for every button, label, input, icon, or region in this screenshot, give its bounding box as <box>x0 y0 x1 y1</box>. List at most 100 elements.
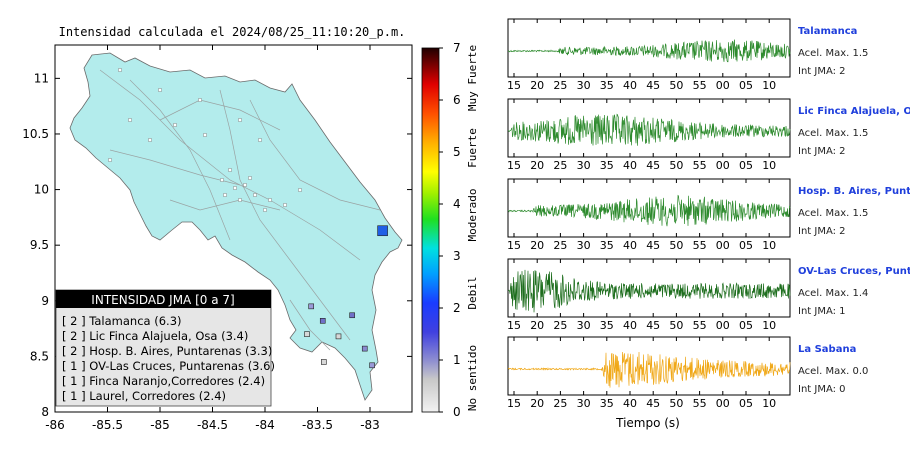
station-name: Talamanca <box>798 26 857 37</box>
legend-item: [ 1 ] Finca Naranjo,Corredores (2.4) <box>62 374 265 388</box>
seismogram-tick-label: 10 <box>762 159 776 172</box>
seismogram-tick-label: 40 <box>623 79 637 92</box>
map-xtick-label: -84.5 <box>197 418 228 432</box>
city-dot <box>158 88 162 92</box>
seismogram-tick-label: 00 <box>716 397 730 410</box>
seismogram-panels: 15 20 25 30 35 40 45 50 55 00 05 10 Talamanca Acel. M… <box>507 18 910 410</box>
station-marker <box>308 303 315 310</box>
seismogram-tick-label: 20 <box>530 319 544 332</box>
city-dot <box>263 208 267 212</box>
costa-rica-land <box>69 52 403 401</box>
seismogram-tick-label: 05 <box>739 397 753 410</box>
city-dot <box>223 193 227 197</box>
colorbar-label: Fuerte <box>466 128 479 168</box>
seismogram-tick-label: 15 <box>507 239 521 252</box>
seismogram-xlabel: Tiempo (s) <box>615 416 680 430</box>
seismogram-panel: 15 20 25 30 35 40 45 50 55 00 05 10 Talamanca Acel. M… <box>507 18 868 92</box>
seismogram-tick-label: 45 <box>646 159 660 172</box>
city-dot <box>298 188 302 192</box>
seismogram-tick-label: 00 <box>716 319 730 332</box>
seismogram-tick-label: 55 <box>693 159 707 172</box>
station-accel: Acel. Max. 1.5 <box>798 208 868 219</box>
seismogram-panel: 15 20 25 30 35 40 45 50 55 00 05 10 Lic Finca Alajue… <box>507 98 910 172</box>
seismogram-frame <box>507 18 791 78</box>
colorbar-label: Debil <box>466 276 479 309</box>
colorbar-label: Muy Fuerte <box>466 45 479 111</box>
seismogram-tick-label: 50 <box>669 159 683 172</box>
seismogram-tick-label: 40 <box>623 239 637 252</box>
seismogram-trace <box>507 351 791 388</box>
station-jma: Int JMA: 2 <box>798 146 846 157</box>
seismogram-tick-label: 10 <box>762 397 776 410</box>
station-marker <box>349 312 355 319</box>
map-ytick-label: 11 <box>34 71 49 85</box>
seismogram-tick-label: 10 <box>762 239 776 252</box>
seismogram-tick-label: 20 <box>530 239 544 252</box>
seismogram-tick-label: 55 <box>693 239 707 252</box>
intensity-legend: INTENSIDAD JMA [0 a 7] [ 2 ] Talamanca (… <box>55 289 275 407</box>
station-jma: Int JMA: 2 <box>798 66 846 77</box>
seismogram-tick-label: 50 <box>669 397 683 410</box>
city-dot <box>238 198 242 202</box>
legend-title: INTENSIDAD JMA [0 a 7] <box>91 293 234 307</box>
seismogram-trace <box>507 113 791 146</box>
map-title: Intensidad calculada el 2024/08/25_11:10… <box>59 25 406 39</box>
city-dot <box>108 158 112 162</box>
station-jma: Int JMA: 0 <box>798 384 846 395</box>
map-xtick-label: -83 <box>360 418 380 432</box>
seismogram-tick-label: 35 <box>600 159 614 172</box>
colorbar-tick-label: 7 <box>453 41 461 55</box>
city-dot <box>128 118 132 122</box>
station-marker <box>304 331 310 337</box>
city-dot <box>148 138 152 142</box>
seismogram-tick-label: 50 <box>669 319 683 332</box>
seismogram-tick-label: 15 <box>507 397 521 410</box>
seismogram-tick-label: 15 <box>507 159 521 172</box>
colorbar-tick-label: 0 <box>453 405 461 419</box>
city-dot <box>258 138 262 142</box>
colorbar-labels: No sentido Debil Moderado Fuerte Muy Fuerte <box>466 45 479 411</box>
map-xtick-label: -86 <box>45 418 65 432</box>
seismogram-tick-label: 40 <box>623 159 637 172</box>
station-jma: Int JMA: 1 <box>798 306 846 317</box>
seismogram-tick-label: 55 <box>693 79 707 92</box>
map-axes: -86 -85.5 -85 -84.5 -84 -83.5 -83 11 10.5 10 9.5 9 8… <box>22 45 412 432</box>
seismogram-tick-label: 25 <box>553 397 567 410</box>
legend-item: [ 2 ] Talamanca (6.3) <box>62 314 182 328</box>
map-ytick-label: 8 <box>41 405 49 419</box>
city-dot <box>238 118 242 122</box>
seismogram-tick-label: 40 <box>623 319 637 332</box>
colorbar-tick-label: 6 <box>453 93 461 107</box>
city-dot <box>198 98 202 102</box>
city-dot <box>203 133 207 137</box>
seismogram-tick-label: 45 <box>646 239 660 252</box>
city-dot <box>268 198 272 202</box>
station-name: La Sabana <box>798 344 856 355</box>
map-xtick-label: -85.5 <box>92 418 123 432</box>
city-dot <box>243 183 247 187</box>
seismogram-trace <box>507 39 791 63</box>
map-ytick-label: 8.5 <box>30 349 49 363</box>
station-name: Hosp. B. Aires, Puntare <box>798 186 910 197</box>
station-name: OV-Las Cruces, Puntar <box>798 266 910 277</box>
seismogram-tick-label: 00 <box>716 79 730 92</box>
seismogram-tick-label: 05 <box>739 319 753 332</box>
colorbar-tick-label: 1 <box>453 353 461 367</box>
city-dot <box>228 168 232 172</box>
seismogram-tick-label: 30 <box>577 159 591 172</box>
seismogram-tick-label: 30 <box>577 79 591 92</box>
seismogram-panel: 15 20 25 30 35 40 45 50 55 00 05 10 OV-Las Cruces, P… <box>507 258 910 332</box>
seismogram-panel: 15 20 25 30 35 40 45 50 55 00 05 10 Hosp. B. Aires, … <box>507 178 910 252</box>
city-dot <box>173 123 177 127</box>
seismogram-tick-label: 25 <box>553 159 567 172</box>
map-ytick-label: 9.5 <box>30 238 49 252</box>
station-name: Lic Finca Alajuela, Osa <box>798 106 910 117</box>
seismogram-frame <box>507 336 791 396</box>
seismogram-tick-label: 45 <box>646 319 660 332</box>
station-accel: Acel. Max. 1.4 <box>798 288 868 299</box>
map-ytick-label: 9 <box>41 294 49 308</box>
colorbar <box>421 47 440 413</box>
city-dot <box>220 178 224 182</box>
seismogram-tick-label: 40 <box>623 397 637 410</box>
